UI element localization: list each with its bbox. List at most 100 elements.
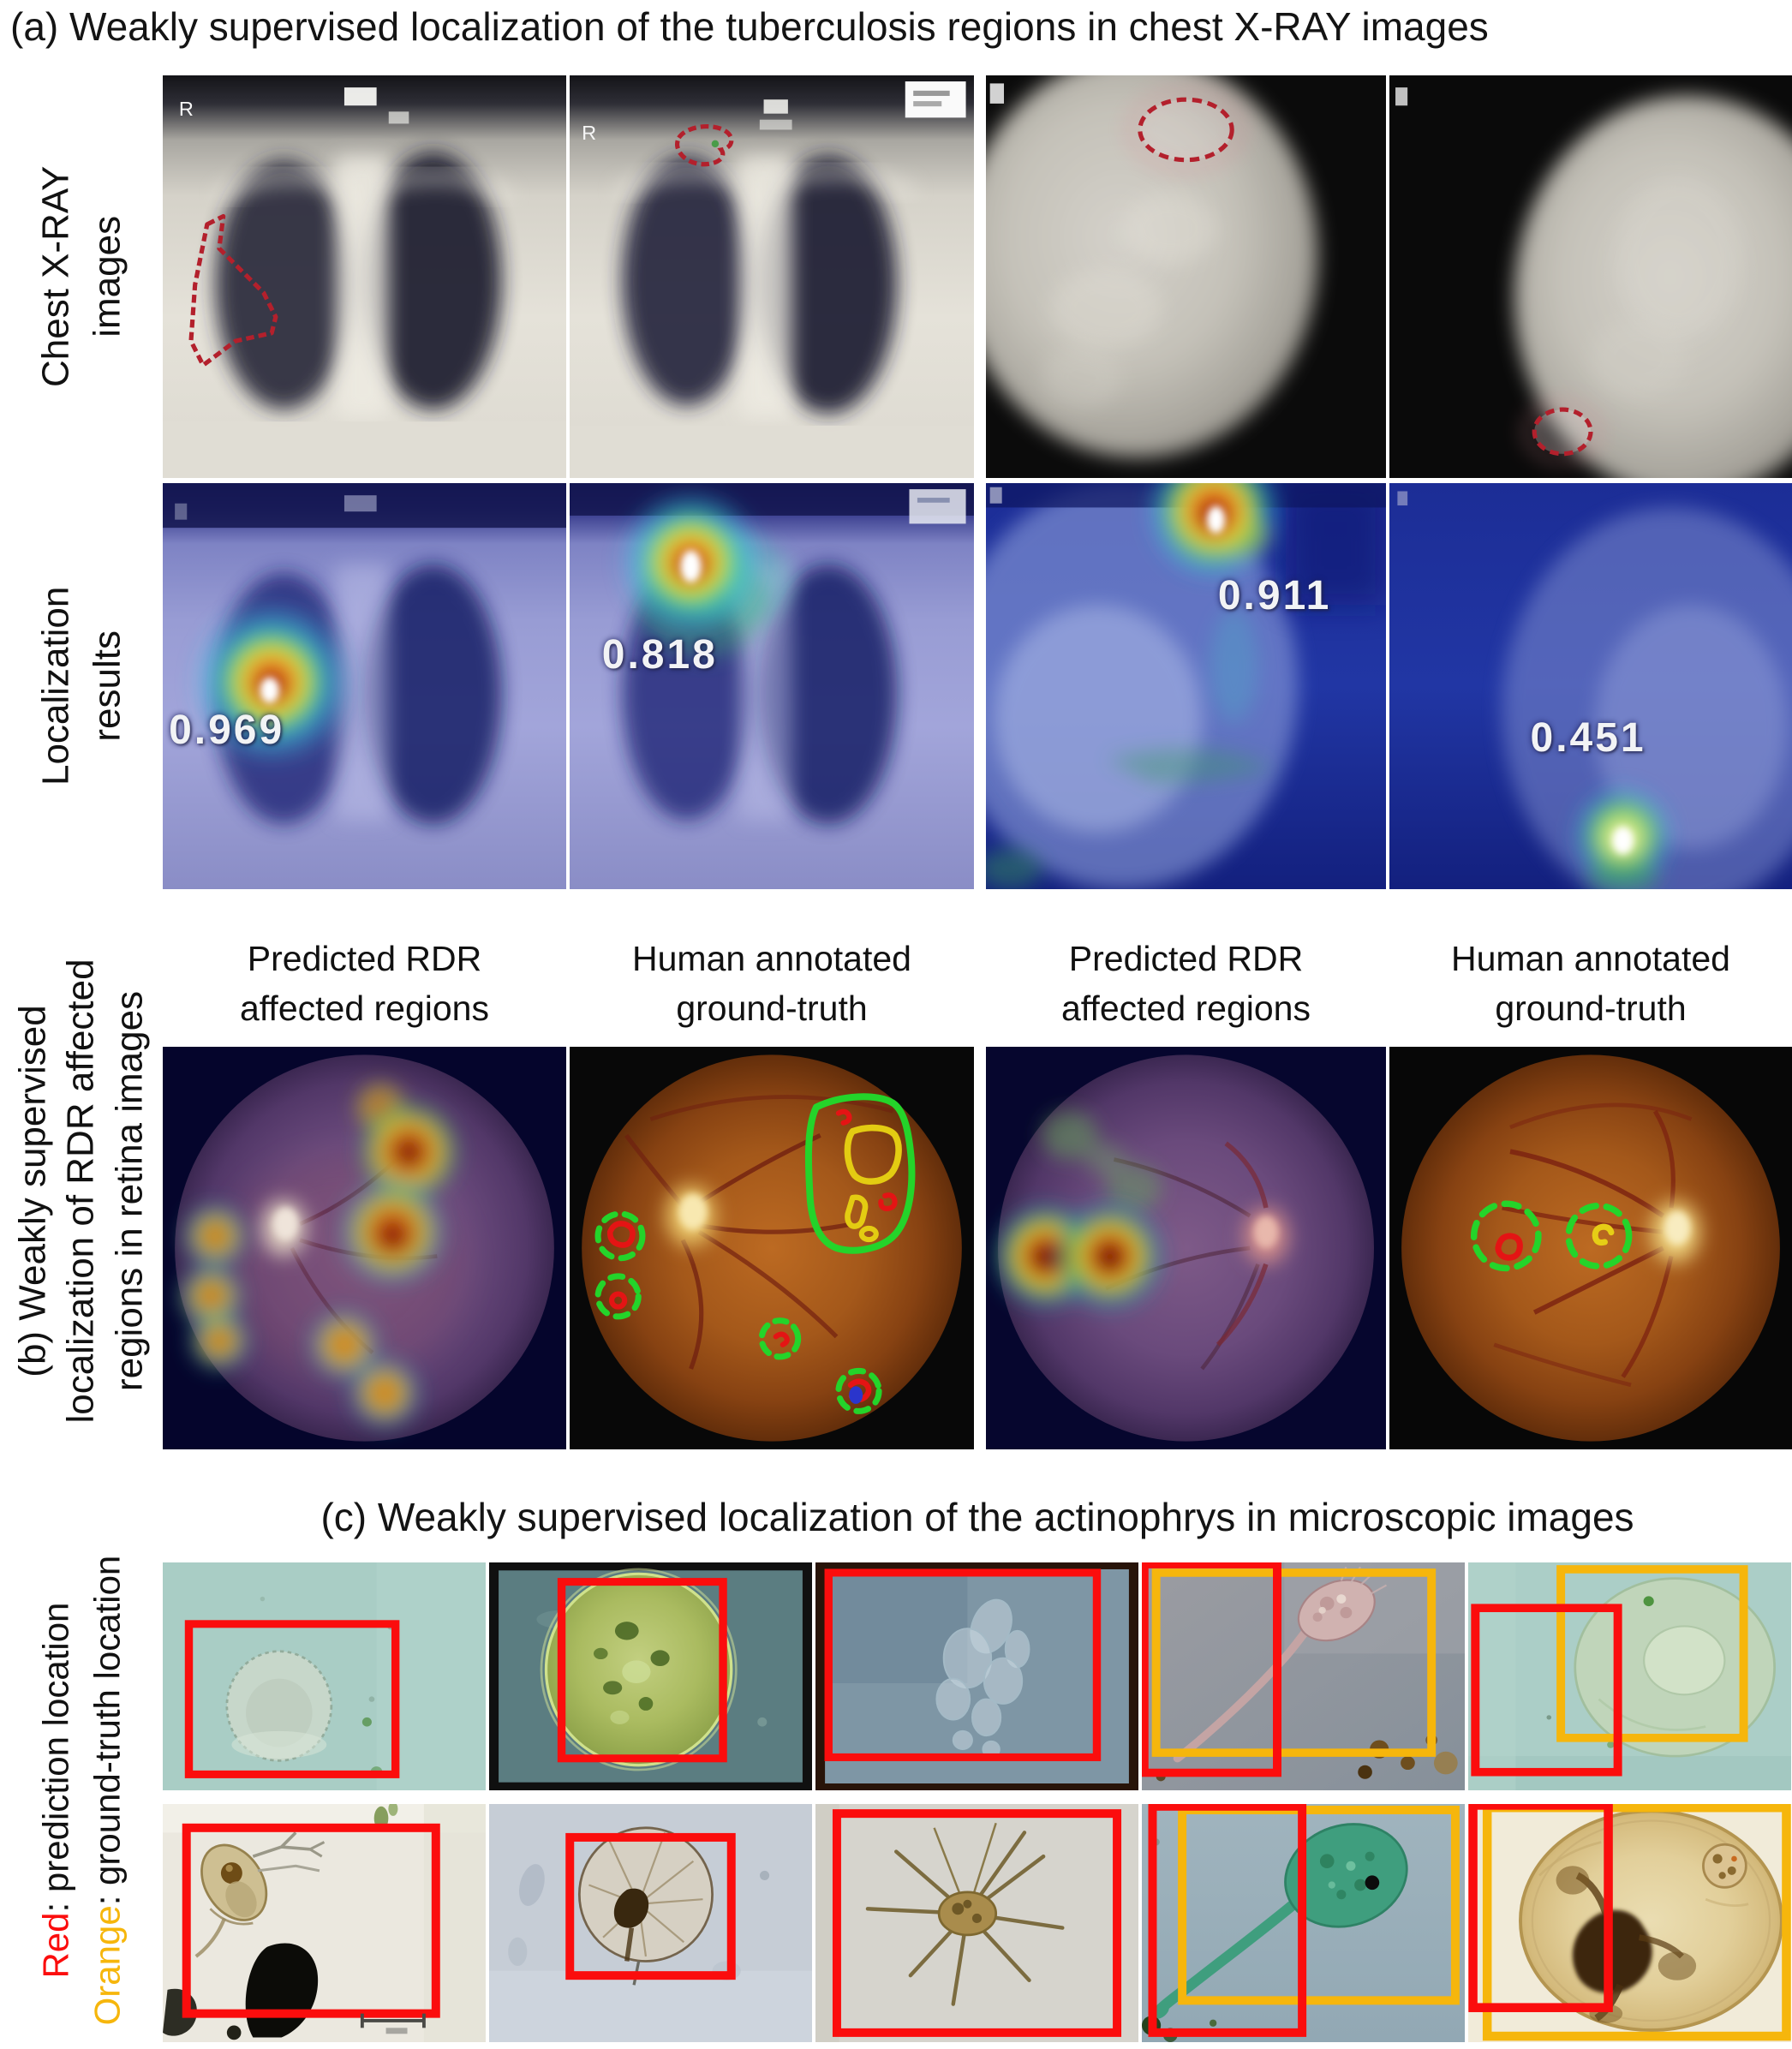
red-lesion-mark [835, 1108, 852, 1126]
microscopy-r2-5-art [1468, 1804, 1791, 2042]
microscopy-r2-4-art [1142, 1804, 1465, 2042]
prediction-box [1471, 1604, 1622, 1777]
panel-retina-ground-truth-1 [570, 1047, 974, 1449]
panel-localization-chest-1: 0.969 [163, 483, 566, 889]
green-dashed-circle [1565, 1202, 1633, 1269]
panel-microscopy-r1-4 [1142, 1562, 1465, 1790]
organism [1519, 1809, 1783, 2033]
panel-microscopy-r2-3 [815, 1804, 1138, 2042]
legend-orange-term: Orange [87, 1905, 128, 2026]
microscopy-r1-1-art [163, 1562, 486, 1790]
panel-microscopy-r2-1 [163, 1804, 486, 2042]
optic-disc [666, 1186, 715, 1246]
xray-side-marker: R [582, 122, 596, 144]
prediction-box [182, 1823, 440, 2018]
panel-localization-mammogram-2: 0.451 [1389, 483, 1792, 889]
localization-chest-1-art [163, 483, 566, 889]
column-header-2: Human annotated ground-truth [570, 934, 974, 1033]
optic-disc [1244, 1208, 1288, 1264]
retina-ground-truth-1-art [570, 1047, 974, 1449]
panel-microscopy-r2-5 [1468, 1804, 1791, 2042]
microscopy-r2-2-art [489, 1804, 812, 2042]
section-b-label-line2: localization of RDR affected [59, 958, 102, 1424]
section-b-label-line1: (b) Weakly supervised [11, 1004, 54, 1377]
panel-microscopy-r2-4 [1142, 1804, 1465, 2042]
retina-prediction-2-art [986, 1047, 1386, 1449]
ground-truth-box [1482, 1804, 1791, 2041]
panel-microscopy-r1-2 [489, 1562, 812, 1790]
confidence-score-1: 0.969 [169, 707, 285, 753]
green-dashed-circle [835, 1367, 882, 1414]
retina-prediction-1-art [163, 1047, 566, 1449]
organism [1574, 1577, 1776, 1758]
confidence-score-2: 0.818 [601, 632, 718, 678]
column-header-4-line1: Human annotated [1451, 939, 1730, 978]
prediction-box [824, 1568, 1102, 1761]
column-header-4-line2: ground-truth [1495, 989, 1687, 1029]
section-c-title: (c) Weakly supervised localization of th… [320, 1495, 1634, 1539]
organism [935, 1598, 1030, 1759]
organism [577, 1826, 714, 1986]
column-header-3-line2: affected regions [1060, 989, 1311, 1029]
microscopy-r2-1-art [163, 1804, 486, 2042]
row-label-localization-line1: Localization [34, 586, 77, 786]
legend-orange-rest: : ground-truth location [87, 1555, 128, 1906]
microscopy-r1-5-art [1468, 1562, 1791, 1790]
red-lesion-ring [1495, 1233, 1523, 1261]
green-dashed-circle [594, 1210, 646, 1262]
scale-bar [360, 2013, 426, 2028]
tb-region-contour [675, 124, 734, 167]
section-b-side-label: (b) Weakly supervised localization of RD… [0, 932, 163, 1449]
panel-localization-chest-2: 0.818 [570, 483, 974, 889]
prediction-box [184, 1620, 400, 1778]
tb-region-contour [188, 213, 278, 367]
row-label-localization: Localization results [0, 483, 163, 889]
panel-microscopy-r1-5 [1468, 1562, 1791, 1790]
prediction-box [557, 1578, 727, 1763]
tb-region-contour [1138, 97, 1234, 163]
row-label-chest-xray-line1: Chest X-RAY [34, 165, 77, 388]
chest-xray-2-art: R [570, 75, 974, 478]
red-lesion-dot [609, 1291, 628, 1310]
row-label-chest-xray: Chest X-RAY images [0, 75, 163, 478]
tb-region-contour [1532, 407, 1593, 457]
column-header-2-line1: Human annotated [632, 939, 911, 978]
row-label-chest-xray-line2: images [86, 216, 128, 338]
prediction-box [565, 1832, 736, 1980]
localization-mammogram-2-art [1389, 483, 1792, 889]
red-lesion-mark [878, 1192, 898, 1211]
legend-red-rest: : prediction location [34, 1602, 75, 1913]
microscopy-r1-3-art [815, 1562, 1138, 1790]
blue-lesion-mark [849, 1386, 863, 1404]
panel-microscopy-r1-1 [163, 1562, 486, 1790]
column-header-1: Predicted RDR affected regions [163, 934, 566, 1033]
red-lesion-mark [773, 1331, 790, 1347]
organism [540, 1568, 738, 1771]
xray-side-marker: R [179, 98, 194, 120]
panel-mammogram-1 [986, 75, 1386, 478]
green-dashed-circle [758, 1317, 802, 1360]
legend-line-prediction: Red: prediction location [30, 1556, 81, 2026]
prediction-box [1142, 1562, 1281, 1777]
green-region-contour [804, 1093, 916, 1254]
faint-green-blobs [1042, 1111, 1162, 1212]
row-label-localization-line2: results [86, 630, 128, 742]
panel-retina-prediction-1 [163, 1047, 566, 1449]
panel-chest-xray-2: R [570, 75, 974, 478]
yellow-lesion-contour [844, 1124, 902, 1185]
prediction-box [1148, 1804, 1307, 2037]
green-dashed-circle [1470, 1200, 1542, 1272]
localization-mammogram-1-art [986, 483, 1386, 889]
microscopy-r1-2-art [489, 1562, 812, 1790]
prediction-box [832, 1809, 1122, 2037]
column-header-1-line1: Predicted RDR [247, 939, 482, 978]
green-dashed-circle [594, 1273, 642, 1320]
panel-microscopy-r2-2 [489, 1804, 812, 2042]
optic-disc [261, 1199, 307, 1257]
microscopy-r2-3-art [815, 1804, 1138, 2042]
panel-chest-xray-1: R [163, 75, 566, 478]
section-c-legend: Red: prediction location Orange: ground-… [0, 1533, 163, 2047]
organism [225, 1650, 333, 1762]
ground-truth-annotations [1470, 1200, 1633, 1272]
